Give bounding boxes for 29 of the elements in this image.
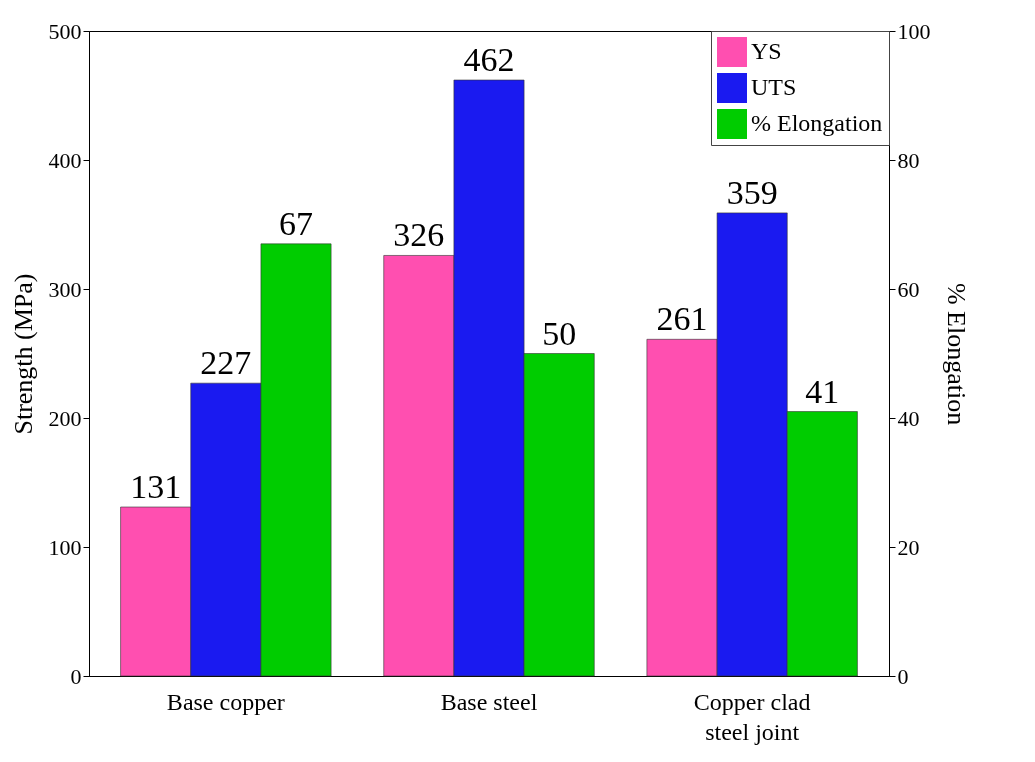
data-label: 261 [656, 300, 708, 338]
data-label: 359 [726, 173, 778, 211]
legend-label: UTS [751, 74, 797, 100]
legend-label: YS [751, 38, 782, 64]
y-tick-label: 0 [70, 663, 82, 689]
y2-tick-label: 60 [897, 276, 920, 302]
data-label: 326 [393, 216, 445, 254]
x-tick-label: Base steel [440, 688, 538, 715]
legend-label: % Elongation [751, 110, 883, 136]
data-label: 67 [279, 204, 314, 242]
data-label: 227 [200, 344, 252, 382]
y-tick-label: 400 [48, 147, 82, 173]
data-label: 50 [542, 314, 577, 352]
y2-tick-label: 20 [897, 534, 920, 560]
x-tick-label: Base copper [166, 688, 285, 715]
y-tick-label: 500 [48, 18, 82, 44]
y-tick-label: 300 [48, 276, 82, 302]
y-axis-title: Strength (MPa) [8, 273, 38, 435]
data-label: 41 [805, 372, 840, 410]
data-label: 131 [130, 468, 182, 506]
y2-tick-label: 40 [897, 405, 920, 431]
y2-axis-title: % Elongation [941, 282, 971, 426]
y-tick-label: 100 [48, 534, 82, 560]
y-tick-label: 200 [48, 405, 82, 431]
x-tick-label: Copper clad steel joint [693, 688, 811, 745]
y2-tick-label: 80 [897, 147, 920, 173]
y2-tick-label: 100 [897, 18, 931, 44]
y2-tick-label: 0 [897, 663, 909, 689]
data-label: 462 [463, 41, 515, 79]
